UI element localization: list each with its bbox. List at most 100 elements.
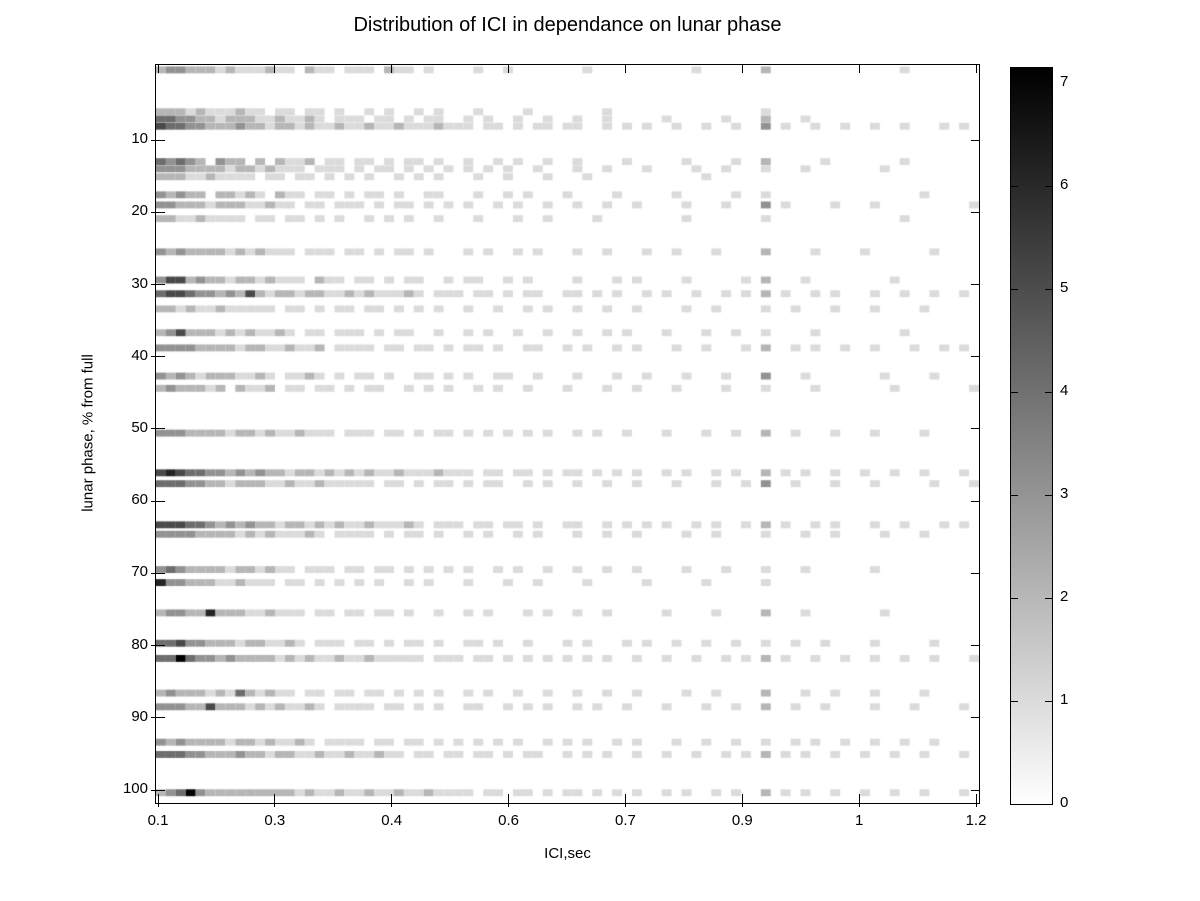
y-axis-tick-label: 80 xyxy=(131,635,148,653)
y-axis-tick xyxy=(151,645,156,647)
x-axis-tick xyxy=(975,794,977,803)
y-axis-tick xyxy=(151,500,156,502)
y-axis-tick xyxy=(156,428,165,430)
y-axis-tick xyxy=(151,789,156,791)
x-axis-tick xyxy=(391,803,393,807)
colorbar-tick xyxy=(1011,391,1018,393)
colorbar-tick xyxy=(1045,700,1052,702)
y-axis-tick xyxy=(971,211,979,213)
x-axis-tick xyxy=(624,803,626,807)
colorbar-tick-label: 6 xyxy=(1060,176,1069,194)
y-axis-tick xyxy=(971,428,979,430)
y-axis-tick-label: 10 xyxy=(131,130,148,148)
colorbar-gradient xyxy=(1011,68,1052,804)
x-axis-tick xyxy=(741,794,743,803)
colorbar-tick xyxy=(1045,597,1052,599)
x-axis-label: ICI,sec xyxy=(544,845,591,862)
x-axis-tick xyxy=(157,803,159,807)
x-axis-tick xyxy=(274,803,276,807)
x-axis-tick xyxy=(858,803,860,807)
x-axis-tick xyxy=(391,65,393,73)
x-axis-tick-label: 1.2 xyxy=(965,812,987,829)
y-axis-tick xyxy=(156,645,165,647)
x-axis-tick-label: 0.1 xyxy=(147,812,169,829)
y-axis-tick xyxy=(971,572,979,574)
colorbar-tick-label: 7 xyxy=(1060,73,1069,91)
y-axis-tick-label: 100 xyxy=(122,780,148,797)
x-axis-tick xyxy=(508,794,510,803)
x-axis-tick xyxy=(975,65,977,73)
x-axis-tick xyxy=(624,65,626,73)
colorbar-tick-label: 0 xyxy=(1060,794,1069,811)
colorbar-tick-label: 3 xyxy=(1060,485,1069,503)
x-axis-tick-label: 0.9 xyxy=(731,812,753,829)
x-axis-tick xyxy=(508,803,510,807)
colorbar-tick xyxy=(1045,82,1052,84)
x-axis-tick xyxy=(975,803,977,807)
y-axis-tick xyxy=(971,356,979,358)
colorbar-tick xyxy=(1045,185,1052,187)
y-axis-tick-label: 20 xyxy=(131,202,148,220)
colorbar-tick xyxy=(1011,82,1018,84)
y-axis-tick xyxy=(971,717,979,719)
x-axis-tick xyxy=(274,65,276,73)
colorbar-tick xyxy=(1011,597,1018,599)
colorbar-tick-label: 4 xyxy=(1060,382,1069,400)
y-axis-tick xyxy=(151,356,156,358)
colorbar-tick-label: 5 xyxy=(1060,279,1069,297)
y-axis-tick xyxy=(971,500,979,502)
y-axis-tick-label: 40 xyxy=(131,346,148,364)
colorbar-tick xyxy=(1011,288,1018,290)
colorbar-tick xyxy=(1045,288,1052,290)
y-axis-tick-label: 60 xyxy=(131,491,148,509)
y-axis-tick xyxy=(156,284,165,286)
colorbar-tick xyxy=(1045,494,1052,496)
y-axis-tick xyxy=(156,717,165,719)
y-axis-tick xyxy=(151,428,156,430)
x-axis-tick xyxy=(624,794,626,803)
colorbar xyxy=(1010,67,1053,805)
y-axis-tick xyxy=(151,211,156,213)
x-axis-tick-label: 0.6 xyxy=(498,812,519,829)
y-axis-tick-label: 50 xyxy=(131,418,148,436)
y-axis-tick xyxy=(151,139,156,141)
x-axis-tick xyxy=(274,794,276,803)
x-axis-tick-label: 0.3 xyxy=(264,812,286,829)
colorbar-tick xyxy=(1045,391,1052,393)
y-axis-tick xyxy=(156,572,165,574)
y-axis-tick xyxy=(151,717,156,719)
colorbar-tick-label: 2 xyxy=(1060,588,1069,606)
heatmap-canvas xyxy=(156,65,979,803)
y-axis-label: lunar phase, % from full xyxy=(79,354,97,512)
x-axis-tick xyxy=(858,65,860,73)
x-axis-tick xyxy=(741,803,743,807)
x-axis-tick xyxy=(508,65,510,73)
y-axis-tick xyxy=(971,284,979,286)
y-axis-tick-label: 70 xyxy=(131,563,148,581)
plot-area xyxy=(151,64,980,807)
y-axis-tick xyxy=(156,500,165,502)
colorbar-tick xyxy=(1011,700,1018,702)
y-axis-tick xyxy=(971,139,979,141)
x-axis-tick-label: 0.7 xyxy=(614,812,636,829)
y-axis-tick xyxy=(971,789,979,791)
y-axis-tick xyxy=(151,572,156,574)
y-axis-tick-label: 90 xyxy=(131,707,148,725)
x-axis-tick-label: 1 xyxy=(854,812,864,829)
y-axis-tick xyxy=(151,284,156,286)
x-axis-tick xyxy=(157,794,159,803)
x-axis-tick xyxy=(741,65,743,73)
colorbar-tick-label: 1 xyxy=(1060,691,1069,709)
x-axis-tick-label: 0.4 xyxy=(381,812,403,829)
y-axis-tick xyxy=(156,789,165,791)
plot-title: Distribution of ICI in dependance on lun… xyxy=(353,14,782,36)
colorbar-tick xyxy=(1011,185,1018,187)
y-axis-tick xyxy=(971,645,979,647)
x-axis-tick xyxy=(391,794,393,803)
x-axis-tick xyxy=(157,65,159,73)
y-axis-tick xyxy=(156,356,165,358)
x-axis-tick xyxy=(858,794,860,803)
y-axis-tick xyxy=(156,211,165,213)
y-axis-tick-label: 30 xyxy=(131,274,148,292)
